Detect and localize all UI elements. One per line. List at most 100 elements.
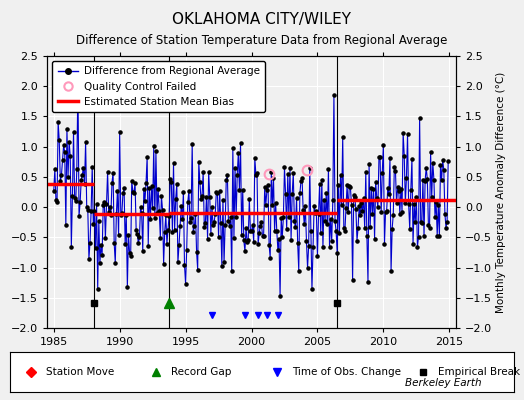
Point: [413, 244, 422, 250]
Point: [98, 252, 106, 259]
Point: [191, 210, 200, 217]
Point: [261, 202, 270, 208]
Point: [249, 239, 258, 246]
Point: [321, 217, 329, 224]
Point: [407, 186, 415, 193]
Point: [309, 243, 317, 250]
Point: [377, 209, 385, 215]
Point: [312, 208, 321, 214]
Text: OKLAHOMA CITY/WILEY: OKLAHOMA CITY/WILEY: [172, 12, 352, 27]
Point: [367, 185, 376, 191]
Point: [124, 232, 133, 238]
Point: [140, 186, 148, 192]
Point: [424, 222, 433, 228]
Point: [86, 240, 94, 246]
Point: [204, 168, 213, 175]
Point: [421, 177, 429, 184]
Point: [339, 134, 347, 140]
Point: [361, 225, 369, 231]
Point: [409, 241, 417, 247]
Point: [436, 162, 445, 168]
Point: [51, 166, 59, 172]
Point: [237, 231, 246, 238]
Legend: Difference from Regional Average, Quality Control Failed, Estimated Station Mean: Difference from Regional Average, Qualit…: [52, 61, 265, 112]
Point: [245, 196, 254, 203]
Point: [385, 191, 393, 197]
Point: [150, 215, 159, 221]
Point: [308, 286, 316, 292]
Point: [326, 216, 335, 222]
Point: [189, 229, 198, 236]
Point: [406, 226, 414, 232]
Point: [335, 230, 344, 237]
Point: [250, 155, 259, 161]
Point: [300, 221, 309, 227]
Point: [226, 214, 235, 220]
Point: [353, 237, 361, 244]
Point: [264, 181, 272, 188]
Point: [387, 268, 395, 274]
Point: [374, 204, 382, 210]
Point: [369, 186, 378, 192]
Point: [77, 177, 85, 184]
Point: [287, 236, 295, 243]
Point: [302, 238, 311, 244]
Point: [288, 191, 297, 197]
Point: [85, 256, 93, 262]
Point: [311, 210, 320, 216]
Point: [154, 186, 162, 192]
Point: [441, 210, 449, 217]
Point: [73, 166, 81, 172]
Point: [180, 262, 189, 268]
Point: [103, 169, 112, 175]
Point: [281, 191, 290, 197]
Text: Time of Obs. Change: Time of Obs. Change: [292, 367, 401, 377]
Point: [301, 203, 310, 210]
Point: [199, 169, 208, 175]
Point: [395, 188, 403, 194]
Point: [170, 226, 179, 233]
Point: [291, 224, 300, 230]
Point: [422, 164, 430, 171]
Point: [70, 195, 79, 201]
Point: [389, 212, 397, 218]
Point: [397, 185, 405, 192]
Point: [175, 242, 183, 248]
Point: [152, 148, 160, 154]
Point: [183, 199, 192, 205]
Point: [168, 228, 177, 235]
Point: [202, 194, 211, 201]
Point: [320, 196, 328, 203]
Point: [53, 198, 61, 205]
Point: [176, 223, 184, 229]
Point: [330, 92, 338, 98]
Point: [178, 216, 187, 222]
Point: [373, 195, 381, 201]
Point: [420, 233, 428, 240]
Point: [268, 202, 277, 208]
Point: [283, 171, 292, 177]
Point: [163, 240, 171, 247]
Point: [129, 188, 137, 195]
Point: [392, 200, 401, 207]
Point: [403, 131, 412, 137]
Point: [364, 279, 372, 285]
Point: [341, 227, 349, 234]
Point: [439, 157, 447, 164]
Point: [279, 214, 288, 220]
Point: [376, 154, 384, 161]
Point: [328, 237, 336, 244]
Point: [230, 234, 238, 241]
Point: [324, 166, 333, 172]
Point: [379, 142, 388, 148]
Point: [274, 247, 282, 253]
Point: [221, 222, 230, 228]
Point: [108, 180, 116, 186]
Point: [297, 178, 305, 184]
Point: [135, 234, 144, 240]
Point: [56, 178, 64, 184]
Point: [91, 244, 100, 251]
Point: [278, 234, 287, 240]
Point: [215, 187, 224, 194]
Point: [209, 222, 217, 229]
